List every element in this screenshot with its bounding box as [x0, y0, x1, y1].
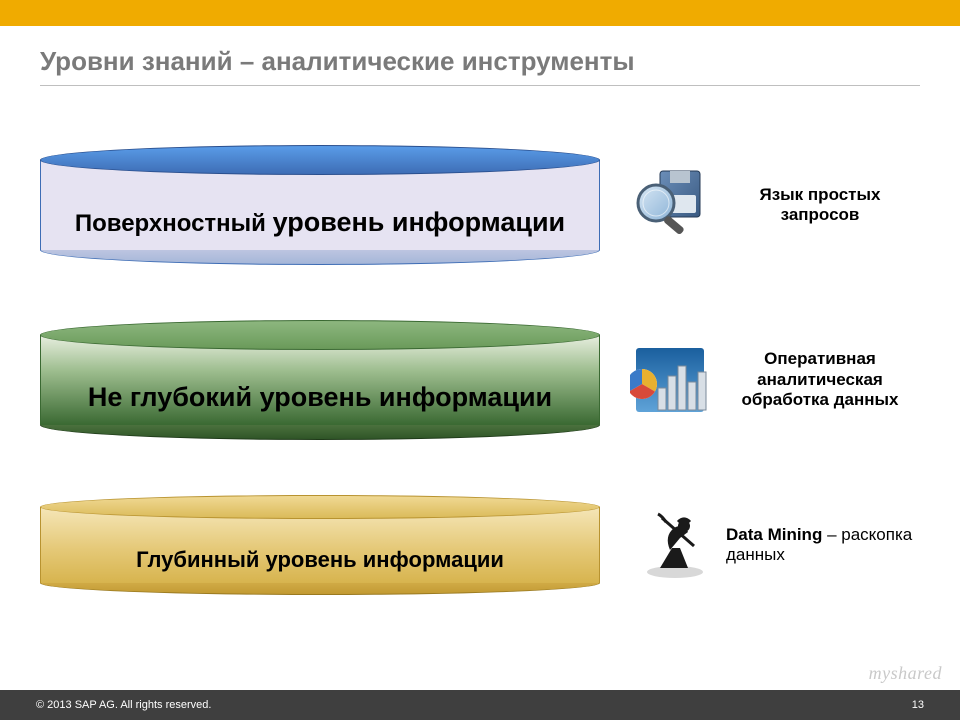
cylinder-wrap: Поверхностный уровень информации — [40, 130, 600, 280]
slide-title: Уровни знаний – аналитические инструмент… — [40, 46, 920, 77]
icon-column — [600, 510, 720, 580]
cylinder-wrap: Не глубокий уровень информации — [40, 305, 600, 455]
cylinder-label: Поверхностный уровень информации — [70, 181, 570, 265]
top-accent-bar — [0, 0, 960, 26]
cylinder-wrap: Глубинный уровень информации — [40, 480, 600, 610]
cylinder-label: Не глубокий уровень информации — [70, 356, 570, 440]
footer-bar: © 2013 SAP AG. All rights reserved. 13 — [0, 690, 960, 720]
level-description: Оперативная аналитическая обработка данн… — [720, 349, 920, 410]
level-description: Data Mining – раскопка данных — [720, 525, 920, 566]
watermark: myshared — [869, 663, 942, 684]
content-area: Поверхностный уровень информации — [40, 130, 920, 660]
miner-icon — [640, 510, 710, 580]
cylinder-surface: Поверхностный уровень информации — [40, 145, 600, 265]
icon-column — [600, 344, 720, 416]
level-row-surface: Поверхностный уровень информации — [40, 130, 920, 280]
footer-page-number: 13 — [884, 699, 924, 711]
chart-icon — [630, 344, 710, 416]
level-row-shallow: Не глубокий уровень информации — [40, 305, 920, 455]
cylinder-label: Глубинный уровень информации — [70, 525, 570, 595]
level-row-deep: Глубинный уровень информации Data Mining… — [40, 480, 920, 610]
title-area: Уровни знаний – аналитические инструмент… — [0, 26, 960, 85]
title-divider — [40, 85, 920, 86]
cylinder-shallow: Не глубокий уровень информации — [40, 320, 600, 440]
magnifier-icon — [630, 165, 710, 245]
footer-copyright: © 2013 SAP AG. All rights reserved. — [36, 699, 884, 711]
level-description: Язык простых запросов — [720, 185, 920, 226]
cylinder-deep: Глубинный уровень информации — [40, 495, 600, 595]
icon-column — [600, 165, 720, 245]
